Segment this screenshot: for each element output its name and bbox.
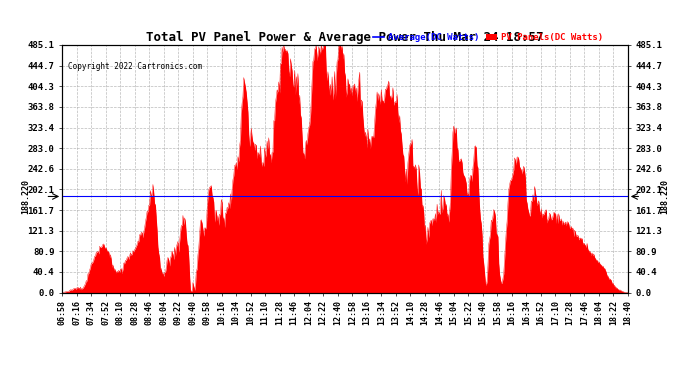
Text: Copyright 2022 Cartronics.com: Copyright 2022 Cartronics.com <box>68 62 202 71</box>
Title: Total PV Panel Power & Average Power Thu Mar 24 18:57: Total PV Panel Power & Average Power Thu… <box>146 31 544 44</box>
Text: 188.220: 188.220 <box>660 179 669 214</box>
Text: 188.220: 188.220 <box>21 179 30 214</box>
Legend: Average(DC Watts), PV Panels(DC Watts): Average(DC Watts), PV Panels(DC Watts) <box>370 30 607 46</box>
